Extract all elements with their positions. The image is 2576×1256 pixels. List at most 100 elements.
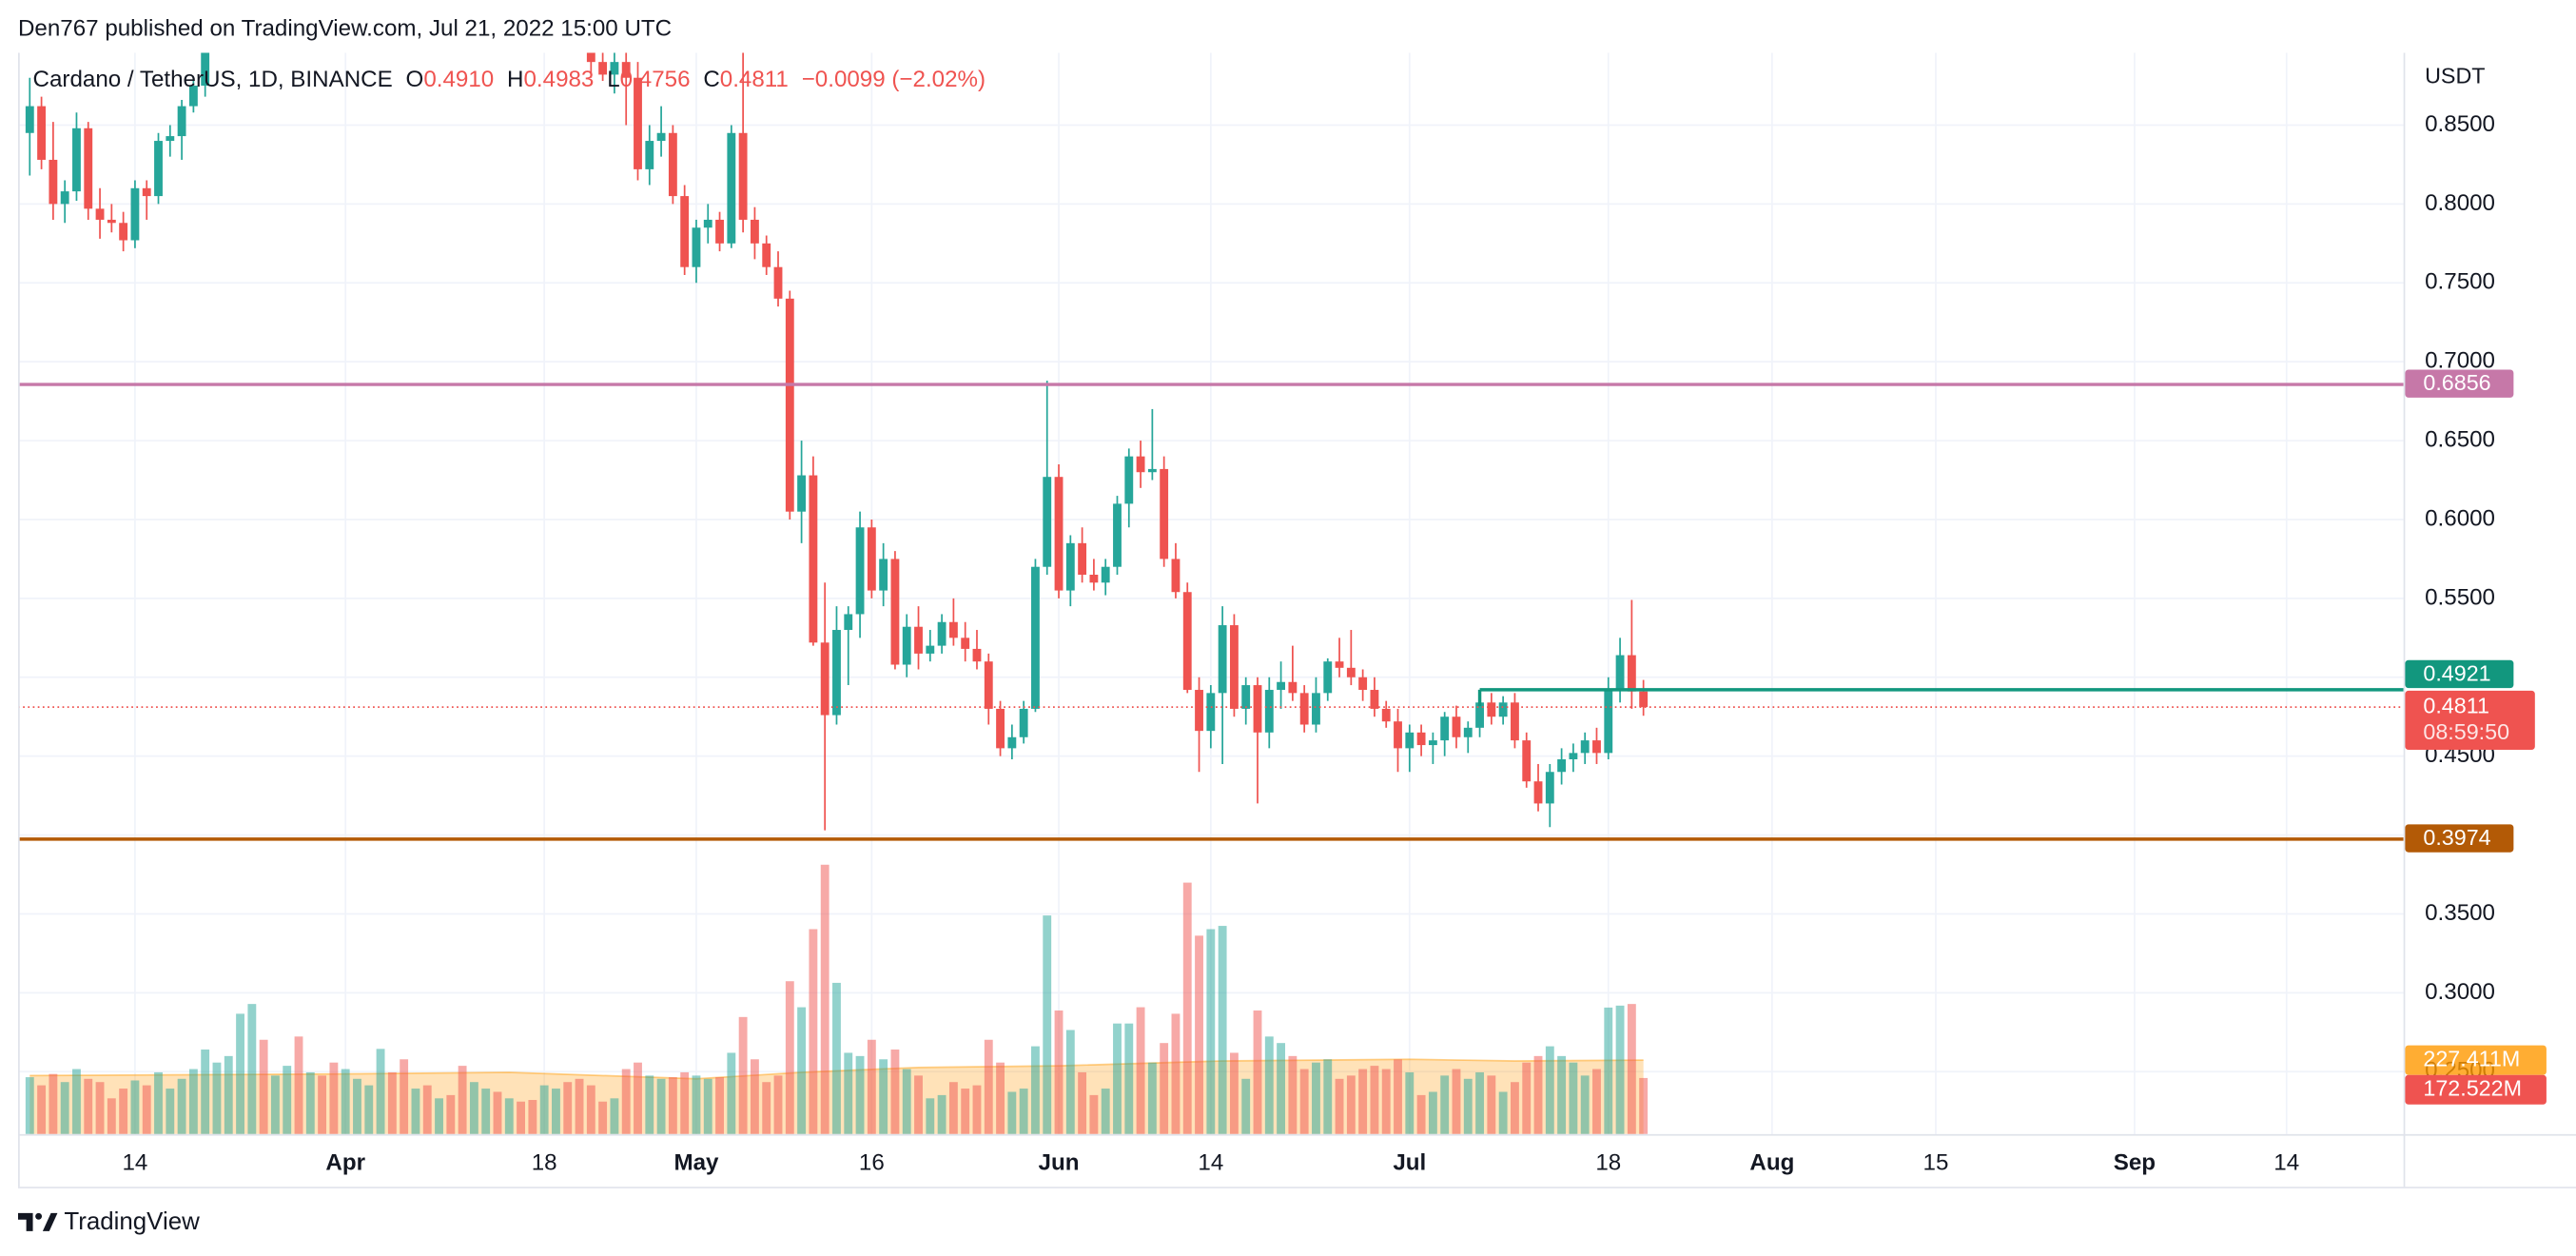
candle-body — [1078, 542, 1087, 576]
volume-bar — [1113, 1023, 1122, 1134]
volume-bar — [738, 1016, 748, 1134]
candle-body — [1007, 736, 1017, 749]
candle-body — [95, 208, 105, 220]
y-tick-label: 0.8000 — [2425, 190, 2495, 216]
candle-body — [797, 475, 807, 512]
volume-bar — [1323, 1059, 1333, 1134]
y-tick-label: 0.5500 — [2425, 584, 2495, 610]
volume-bar — [224, 1055, 233, 1134]
volume-bar — [1639, 1077, 1649, 1134]
volume-bar — [305, 1071, 315, 1134]
volume-bar — [1440, 1075, 1450, 1134]
legend-key: O — [406, 67, 424, 92]
candle-body — [1277, 681, 1286, 691]
volume-bar — [95, 1082, 105, 1134]
legend-key: C — [703, 67, 719, 92]
volume-bar — [493, 1091, 502, 1134]
candle-body — [610, 62, 619, 75]
candle-body — [84, 128, 93, 209]
candle-body — [1358, 677, 1368, 691]
candle-body — [142, 187, 151, 197]
levels — [17, 383, 2404, 841]
candle-body — [1288, 681, 1298, 694]
level-tag-label: 0.4921 — [2423, 660, 2490, 685]
volume-bar — [201, 1050, 210, 1134]
candle-body — [1299, 693, 1309, 725]
volume-bar — [809, 929, 818, 1134]
candle-body — [634, 77, 642, 169]
x-tick-label: Jun — [1039, 1149, 1080, 1175]
volume-bar — [972, 1085, 982, 1134]
candle-body — [1253, 685, 1262, 733]
volume-bar — [119, 1089, 128, 1134]
candle-body — [785, 298, 794, 512]
x-tick-label: Sep — [2114, 1149, 2156, 1175]
volume-bar — [1241, 1078, 1251, 1134]
volume-bar — [212, 1062, 222, 1134]
candle-body — [844, 614, 853, 631]
volume-bar — [37, 1085, 47, 1134]
x-tick-label: Apr — [325, 1149, 365, 1175]
volume-bar — [1195, 935, 1203, 1134]
volume-bar — [727, 1052, 736, 1134]
volume-bar — [411, 1089, 420, 1134]
candle-body — [119, 223, 128, 241]
legend: Cardano / TetherUS, 1D, BINANCE O0.4910 H0… — [33, 67, 986, 92]
candle-body — [1522, 740, 1532, 782]
candle-body — [1346, 667, 1356, 677]
volume-bar — [1428, 1091, 1437, 1134]
candle-body — [972, 648, 982, 662]
volume-bar — [283, 1066, 292, 1134]
volume-tag — [2405, 1074, 2547, 1105]
candle-body — [1569, 753, 1578, 759]
volume-bar — [668, 1077, 677, 1134]
volume-bar — [832, 982, 841, 1134]
candle-body — [750, 219, 759, 244]
volume-bar — [926, 1098, 935, 1134]
volume-bar — [1615, 1005, 1625, 1134]
volume-ma-line — [29, 1058, 1644, 1080]
volume-bar — [563, 1082, 573, 1134]
candle-body — [645, 141, 654, 169]
volume-bar — [1416, 1094, 1426, 1134]
y-tick-label: 0.7500 — [2425, 269, 2495, 295]
volume-bar — [785, 981, 794, 1134]
candle-body — [1639, 691, 1649, 708]
x-tick-label: Aug — [1749, 1149, 1794, 1175]
level-tag — [2405, 659, 2514, 689]
candle-body — [1440, 716, 1450, 741]
candle-body — [60, 191, 69, 205]
volume-bar — [1569, 1062, 1578, 1134]
candle-body — [1136, 456, 1145, 473]
volume-bar — [1405, 1071, 1415, 1134]
level-tag — [2405, 824, 2514, 853]
candle-body — [25, 106, 34, 133]
volume-bar — [247, 1004, 257, 1134]
volume-bar — [84, 1078, 93, 1134]
volume-bar — [236, 1013, 244, 1134]
candle-body — [1580, 740, 1590, 754]
candle-body — [1229, 625, 1239, 709]
candle-body — [867, 527, 876, 591]
candle-body — [1264, 690, 1274, 733]
y-tick-label: 0.8500 — [2425, 111, 2495, 137]
candle-body — [1405, 732, 1415, 749]
volume-bar — [680, 1071, 690, 1134]
published-line: Den767 published on TradingView.com, Jul… — [18, 16, 672, 42]
logo-dot — [35, 1212, 43, 1220]
candle-body — [762, 243, 771, 267]
volume-bar — [1019, 1089, 1028, 1134]
candle-body — [1627, 655, 1636, 692]
volume-bar — [1557, 1055, 1567, 1134]
volume-bar — [458, 1066, 467, 1134]
y-tick-label: 0.3000 — [2425, 979, 2495, 1005]
x-tick-label: May — [673, 1149, 719, 1175]
volume-bar — [692, 1075, 701, 1134]
volume-bar — [937, 1094, 946, 1134]
candle-body — [948, 621, 958, 638]
candle-body — [130, 187, 140, 241]
volume-bar — [364, 1085, 374, 1134]
price-axis: 0.25000.30000.35000.40000.45000.50000.55… — [2425, 111, 2495, 1084]
